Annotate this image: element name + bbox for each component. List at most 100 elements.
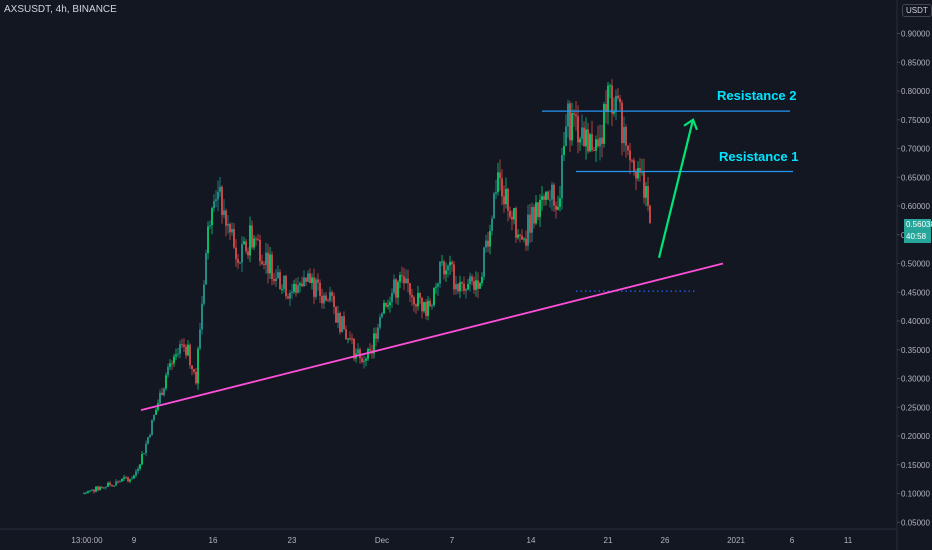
candle-body [423,301,425,312]
candle-body [285,275,287,297]
candle-body [379,317,381,328]
candle-body [619,98,621,103]
bar-countdown-tag: 40:58 [904,231,931,243]
price-tick-label: 0.05000 [901,518,930,527]
candle-body [629,150,631,161]
candle-body [313,277,315,297]
price-tick-label: 0.80000 [901,87,930,96]
candle-body [281,289,283,291]
candle-body [229,224,231,233]
candle-body [223,210,225,215]
candle-body [109,482,111,485]
candle-body [563,145,565,155]
time-tick-label: 21 [604,536,613,545]
candle-body [227,224,229,226]
time-tick-label: 26 [661,536,670,545]
candle-body [239,262,241,264]
candle-body [329,292,331,301]
candle-body [533,207,535,224]
candle-body [471,276,473,282]
projection-arrow-shaft [657,119,695,259]
price-axis[interactable]: 0.90000 0.85000 0.80000 0.75000 0.70000 0.650… [897,30,930,528]
candle-body [303,277,305,287]
candle-body [269,254,271,274]
price-tick-label: 0.70000 [901,145,930,154]
resistance-1-label: Resistance 1 [719,149,799,164]
candle-body [309,273,311,284]
candle-body [569,103,571,141]
currency-unit-badge[interactable]: USDT [902,4,932,17]
candle-body [513,208,515,220]
candle-body [153,414,155,421]
candle-body [149,434,151,438]
candle-body [603,104,605,144]
candle-body [599,137,601,147]
candle-body [179,344,181,354]
candle-body [525,238,527,246]
time-tick-label: 7 [450,536,455,545]
time-axis[interactable]: 13:00:00 9 16 23 Dec 7 14 21 26 2021 6 11 [71,536,852,545]
candle-body [499,172,501,179]
candle-body [417,292,419,307]
candle-body [207,226,209,254]
candle-body [567,103,569,127]
candle-body [283,275,285,290]
candle-body [621,102,623,144]
candle-body [277,272,279,279]
candle-body [325,295,327,301]
candle-body [203,284,205,304]
candle-body [539,199,541,218]
candle-body [339,312,341,333]
price-tick-label: 0.90000 [901,30,930,39]
time-tick-label: 9 [132,536,137,545]
candle-body [575,114,577,117]
candle-body [171,363,173,365]
candle-body [349,338,351,340]
candle-body [401,275,403,277]
candle-body [321,296,323,304]
candle-body [353,338,355,359]
candle-body [601,137,603,144]
candle-body [199,329,201,349]
candle-body [403,276,405,284]
candle-body [161,392,163,396]
candle-body [571,113,573,141]
candle-body [155,409,157,415]
candle-body [431,305,433,307]
candle-body [93,489,95,492]
candle-body [623,126,625,144]
candle-body [255,238,257,240]
candle-body [397,281,399,298]
candle-body [523,238,525,240]
candle-body [587,129,589,152]
candle-body [163,388,165,396]
candle-body [411,294,413,298]
candle-body [247,251,249,256]
candle-body [637,168,639,179]
candle-body [249,225,251,256]
candle-body [119,481,121,483]
candle-body [437,283,439,287]
candle-body [337,312,339,323]
time-tick-label: 14 [527,536,536,545]
candle-body [445,270,447,275]
candle-body [333,295,335,308]
candle-body [145,443,147,454]
candle-body [557,206,559,210]
candle-body [427,300,429,316]
candle-body [429,300,431,307]
candle-body [459,282,461,292]
candle-body [511,216,513,220]
candle-body [565,126,567,146]
candle-body [259,239,261,262]
time-tick-label: 16 [209,536,218,545]
candle-body [217,191,219,200]
candle-body [311,277,313,284]
candle-body [407,278,409,284]
candle-body [215,199,217,202]
time-tick-label: Dec [375,536,389,545]
candle-body [267,252,269,274]
candle-body [451,261,453,265]
candle-body [201,303,203,330]
